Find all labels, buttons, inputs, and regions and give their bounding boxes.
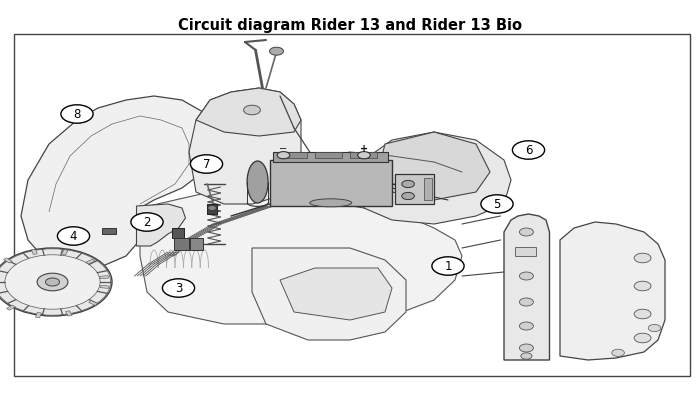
Polygon shape	[252, 248, 406, 340]
Text: 5: 5	[494, 198, 500, 210]
Bar	[395, 174, 434, 204]
Polygon shape	[560, 222, 665, 360]
Circle shape	[270, 47, 284, 55]
Circle shape	[57, 227, 90, 245]
Circle shape	[648, 324, 661, 332]
Polygon shape	[504, 214, 550, 360]
Circle shape	[634, 309, 651, 319]
Text: 7: 7	[203, 158, 210, 170]
Circle shape	[519, 228, 533, 236]
Polygon shape	[189, 88, 301, 204]
Ellipse shape	[247, 161, 268, 203]
Circle shape	[519, 272, 533, 280]
Polygon shape	[364, 132, 511, 224]
Bar	[190, 238, 203, 250]
Text: −: −	[279, 144, 288, 154]
Bar	[424, 178, 432, 200]
Bar	[206, 204, 217, 214]
Circle shape	[61, 105, 93, 123]
Circle shape	[131, 213, 163, 231]
Bar	[62, 250, 68, 255]
Circle shape	[208, 206, 216, 210]
Bar	[6, 305, 15, 310]
Bar	[514, 247, 536, 256]
Bar	[86, 259, 95, 264]
Bar	[14, 34, 690, 376]
Circle shape	[512, 141, 545, 159]
Text: 6: 6	[525, 144, 532, 156]
Circle shape	[481, 195, 513, 213]
Bar	[36, 312, 41, 318]
Text: 3: 3	[175, 282, 182, 294]
Text: 2: 2	[144, 216, 150, 228]
Bar	[174, 238, 189, 250]
Circle shape	[634, 333, 651, 343]
Text: Circuit diagram Rider 13 and Rider 13 Bio: Circuit diagram Rider 13 and Rider 13 Bi…	[178, 18, 522, 33]
Circle shape	[244, 105, 260, 115]
Bar	[32, 249, 37, 254]
Text: 8: 8	[74, 108, 80, 120]
Circle shape	[358, 152, 370, 159]
Circle shape	[5, 255, 100, 309]
Circle shape	[0, 248, 112, 316]
Text: +: +	[360, 144, 368, 154]
Polygon shape	[378, 132, 490, 200]
Circle shape	[277, 152, 290, 159]
Bar	[89, 300, 98, 306]
Ellipse shape	[309, 199, 351, 207]
Circle shape	[612, 349, 624, 356]
Circle shape	[432, 257, 464, 275]
Circle shape	[402, 180, 414, 188]
Circle shape	[190, 155, 223, 173]
Circle shape	[634, 253, 651, 263]
Bar	[315, 152, 342, 158]
Circle shape	[519, 298, 533, 306]
Bar	[172, 228, 184, 238]
Circle shape	[37, 273, 68, 291]
Circle shape	[46, 278, 60, 286]
Polygon shape	[21, 96, 217, 268]
Circle shape	[634, 281, 651, 291]
Bar	[102, 228, 116, 234]
Circle shape	[162, 279, 195, 297]
Circle shape	[519, 248, 533, 256]
Text: 4: 4	[70, 230, 77, 242]
Bar	[350, 152, 377, 158]
Circle shape	[519, 322, 533, 330]
Bar	[4, 258, 13, 263]
Polygon shape	[136, 204, 186, 246]
Bar	[99, 276, 108, 279]
Circle shape	[402, 192, 414, 200]
Bar	[273, 152, 388, 162]
Text: 1: 1	[444, 260, 452, 272]
Polygon shape	[280, 268, 392, 320]
Polygon shape	[140, 192, 462, 324]
Bar	[280, 152, 307, 158]
Bar	[100, 285, 109, 288]
Bar	[270, 160, 392, 206]
Bar	[66, 311, 72, 316]
Circle shape	[519, 344, 533, 352]
Circle shape	[521, 353, 532, 359]
Polygon shape	[196, 88, 301, 136]
